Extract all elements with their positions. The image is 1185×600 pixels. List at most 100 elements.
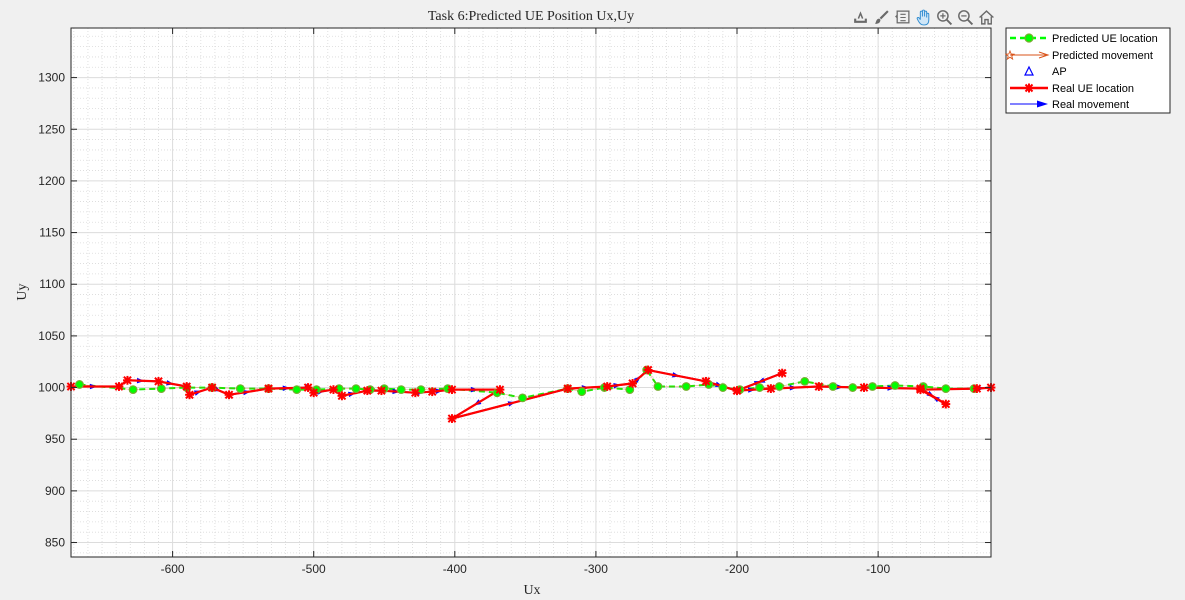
predicted-location-point xyxy=(755,383,764,392)
legend-item-predicted-movement[interactable]: Predicted movement xyxy=(1004,49,1153,62)
real-location-point xyxy=(362,386,372,396)
real-location-point xyxy=(377,386,386,396)
predicted-location-point xyxy=(890,381,900,390)
legend-label-real-movement: Real movement xyxy=(1052,99,1129,111)
real-location-point xyxy=(628,379,637,388)
real-location-point xyxy=(814,382,824,391)
home-button[interactable] xyxy=(977,8,996,27)
predicted-location-point xyxy=(292,385,302,395)
y-tick-label: 1000 xyxy=(38,381,65,395)
predicted-location-point xyxy=(351,384,361,393)
x-axis-label: Ux xyxy=(523,583,540,598)
real-location-point xyxy=(427,387,437,397)
zoom-in-icon xyxy=(937,9,953,25)
real-location-point xyxy=(495,385,505,395)
legend-label-real-location: Real UE location xyxy=(1052,83,1134,95)
predicted-location-point xyxy=(848,383,858,392)
datatip-button[interactable] xyxy=(893,8,912,27)
major-grid xyxy=(71,28,991,557)
x-tick-label: -200 xyxy=(725,562,749,576)
x-tick-label: -400 xyxy=(443,562,467,576)
brush-icon xyxy=(875,9,889,24)
plot-area[interactable] xyxy=(66,365,996,423)
legend-item-predicted-location[interactable]: Predicted UE location xyxy=(1010,33,1158,45)
real-location-point xyxy=(643,365,653,375)
legend-marker-predicted-location xyxy=(1024,33,1034,43)
real-location-point xyxy=(337,391,347,401)
real-location-point xyxy=(154,376,163,386)
axes-toolbar xyxy=(851,7,996,27)
real-location-point xyxy=(224,390,234,400)
predicted-location-point xyxy=(577,387,587,397)
x-tick-label: -300 xyxy=(584,562,608,576)
real-location-point xyxy=(329,385,338,395)
real-location-point xyxy=(185,390,194,400)
y-tick-label: 1250 xyxy=(38,122,65,136)
predicted-location-point xyxy=(941,384,951,393)
predicted-location-point xyxy=(235,384,245,393)
legend-box xyxy=(1005,27,1171,114)
predicted-location-point xyxy=(75,380,84,389)
predicted-location-point xyxy=(800,376,810,386)
y-tick-label: 1150 xyxy=(39,226,65,240)
chart-title: Task 6:Predicted UE Position Ux,Uy xyxy=(428,9,634,24)
predicted-location-point xyxy=(718,383,728,392)
legend-item-ap[interactable]: AP xyxy=(1024,65,1067,78)
real-location-point xyxy=(114,382,124,391)
y-tick-label: 1050 xyxy=(38,329,65,343)
predicted-location-point xyxy=(518,393,527,403)
zoom-out-button[interactable] xyxy=(956,8,975,27)
predicted-location-point xyxy=(653,382,663,391)
real-location-point xyxy=(123,375,132,385)
real-location-point xyxy=(941,399,951,409)
pan-button[interactable] xyxy=(914,8,933,27)
legend-arrowhead-predicted-movement xyxy=(1038,51,1050,59)
real-location-point xyxy=(563,384,573,393)
y-tick-label: 950 xyxy=(45,432,65,446)
real-location-point xyxy=(309,388,319,398)
legend[interactable]: Predicted UE location Predicted movement… xyxy=(1004,27,1171,114)
x-tick-label: -600 xyxy=(161,562,185,576)
legend-marker-ap xyxy=(1024,65,1034,76)
datatip-icon xyxy=(895,9,910,23)
x-tick-label: -500 xyxy=(302,562,326,576)
x-tick-label: -100 xyxy=(866,562,890,576)
export-button[interactable] xyxy=(851,8,870,27)
legend-label-predicted-location: Predicted UE location xyxy=(1052,33,1158,45)
export-icon xyxy=(854,10,867,23)
real-location-point xyxy=(447,414,457,423)
real-location-point xyxy=(701,376,711,386)
y-tick-label: 900 xyxy=(45,484,65,498)
home-icon xyxy=(979,9,994,25)
legend-label-ap: AP xyxy=(1052,66,1067,78)
real-location-point xyxy=(766,384,776,393)
predicted-location-point xyxy=(828,382,838,391)
legend-label-predicted-movement: Predicted movement xyxy=(1052,50,1153,62)
predicted-location-point xyxy=(868,382,877,391)
real-location-point xyxy=(777,368,787,378)
real-location-point xyxy=(602,382,612,391)
legend-marker-real-location xyxy=(1024,83,1034,93)
legend-item-real-movement[interactable]: Real movement xyxy=(1010,99,1129,111)
real-location-point xyxy=(972,384,982,393)
ticks: -600 -500 -400 -300 -200 -100 850 900 950 1000 105… xyxy=(38,28,991,576)
predicted-location-point xyxy=(396,385,406,395)
predicted-movement-arrow xyxy=(133,388,162,390)
real-location-point xyxy=(916,385,925,395)
y-tick-label: 1300 xyxy=(38,71,65,85)
legend-item-real-location[interactable]: Real UE location xyxy=(1010,83,1134,95)
real-location-point xyxy=(264,384,273,393)
zoom-in-button[interactable] xyxy=(935,8,954,27)
brush-button[interactable] xyxy=(872,8,891,27)
y-axis-label: Uy xyxy=(15,283,30,300)
y-tick-label: 850 xyxy=(45,536,65,550)
predicted-location-point xyxy=(156,384,166,393)
real-location-point xyxy=(859,383,869,392)
zoom-out-icon xyxy=(958,9,974,25)
minor-grid xyxy=(71,28,992,557)
axes-background xyxy=(71,28,991,557)
y-tick-label: 1200 xyxy=(38,174,65,188)
real-location-point xyxy=(447,385,457,395)
real-location-point xyxy=(732,386,742,396)
